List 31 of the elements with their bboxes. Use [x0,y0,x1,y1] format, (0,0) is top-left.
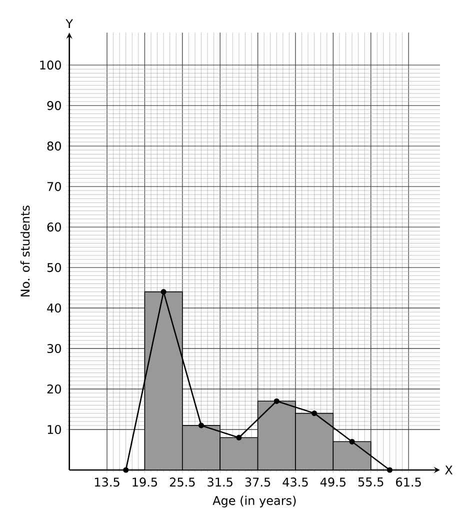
y-tick-label: 20 [47,384,61,394]
x-tick-label: 43.5 [282,478,308,487]
y-tick-label: 10 [48,424,61,434]
y-tick-label: 70 [47,182,61,192]
point [198,422,204,428]
y-tick-label: 80 [47,142,61,151]
y-axis-title: No. of students [20,206,30,296]
x-tick-label: 19.5 [132,478,158,487]
text: X [445,466,453,474]
point [349,438,355,444]
y-tick-label: 60 [47,222,61,232]
point [123,467,129,473]
y-tick-label: 50 [47,262,61,272]
point [236,434,242,440]
y-tick-label: 100 [40,60,61,70]
x-tick-label: 49.5 [320,478,346,487]
x-tick-label: 31.5 [208,478,232,487]
x-tick-label: 55.5 [358,478,384,486]
x-tick-label: 37.5 [245,478,270,487]
x-tick-label: 25.5 [170,478,195,487]
point [160,289,166,295]
x-axis-title: Age (in years) [212,496,296,508]
x-tick-label: 13.5 [94,478,120,487]
y-tick-label: 40 [47,303,61,313]
text: Y [66,19,74,28]
x-tick-label: 61.5 [396,478,421,487]
y-tick-label: 90 [47,101,61,110]
y-tick-label: 30 [47,344,61,354]
point [386,467,393,473]
point [274,398,280,404]
point [312,410,318,416]
